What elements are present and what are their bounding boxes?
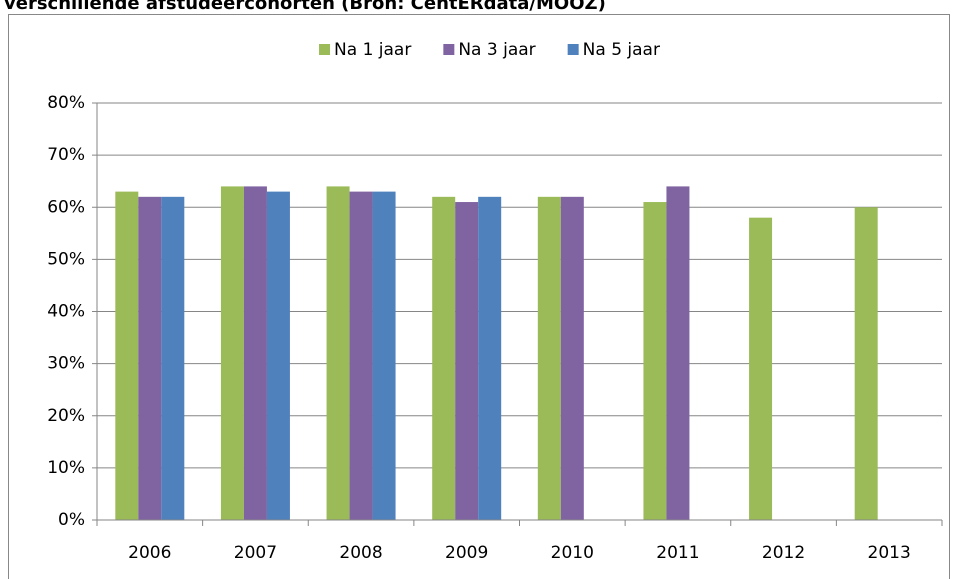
bar	[560, 196, 584, 520]
x-tick-label: 2008	[339, 543, 382, 563]
x-tick-label: 2010	[551, 543, 594, 563]
y-tick-label: 10%	[47, 458, 85, 478]
legend-label: Na 1 jaar	[334, 40, 411, 60]
bar	[349, 191, 373, 521]
y-tick-label: 40%	[47, 302, 85, 322]
x-tick-label: 2012	[762, 543, 805, 563]
bar	[643, 202, 667, 520]
bar	[666, 186, 690, 520]
bar	[266, 191, 290, 521]
x-tick-label: 2011	[656, 543, 699, 563]
y-tick-label: 70%	[47, 145, 85, 165]
bar	[326, 186, 350, 520]
bar	[138, 196, 162, 520]
bar	[115, 191, 139, 521]
bar	[432, 196, 456, 520]
bar	[220, 186, 244, 520]
bar	[854, 207, 878, 520]
y-tick-label: 60%	[47, 197, 85, 217]
chart-title: verschillende afstudeercohorten (Bron: C…	[4, 0, 606, 14]
x-tick-label: 2013	[868, 543, 911, 563]
x-tick-label: 2006	[128, 543, 171, 563]
x-tick-label: 2007	[234, 543, 277, 563]
bar	[478, 196, 502, 520]
y-tick-label: 20%	[47, 406, 85, 426]
y-tick-label: 50%	[47, 249, 85, 269]
y-tick-label: 80%	[47, 93, 85, 113]
bar	[161, 196, 185, 520]
y-tick-label: 30%	[47, 354, 85, 374]
bar	[537, 196, 561, 520]
bar	[372, 191, 396, 521]
bar	[455, 202, 479, 520]
legend-swatch	[443, 44, 455, 55]
bar	[243, 186, 267, 520]
bar	[749, 217, 773, 521]
legend-swatch	[567, 44, 579, 55]
legend-label: Na 5 jaar	[583, 40, 660, 60]
legend-label: Na 3 jaar	[458, 40, 535, 60]
y-tick-label: 0%	[58, 510, 85, 530]
x-tick-label: 2009	[445, 543, 488, 563]
legend-swatch	[319, 44, 331, 55]
